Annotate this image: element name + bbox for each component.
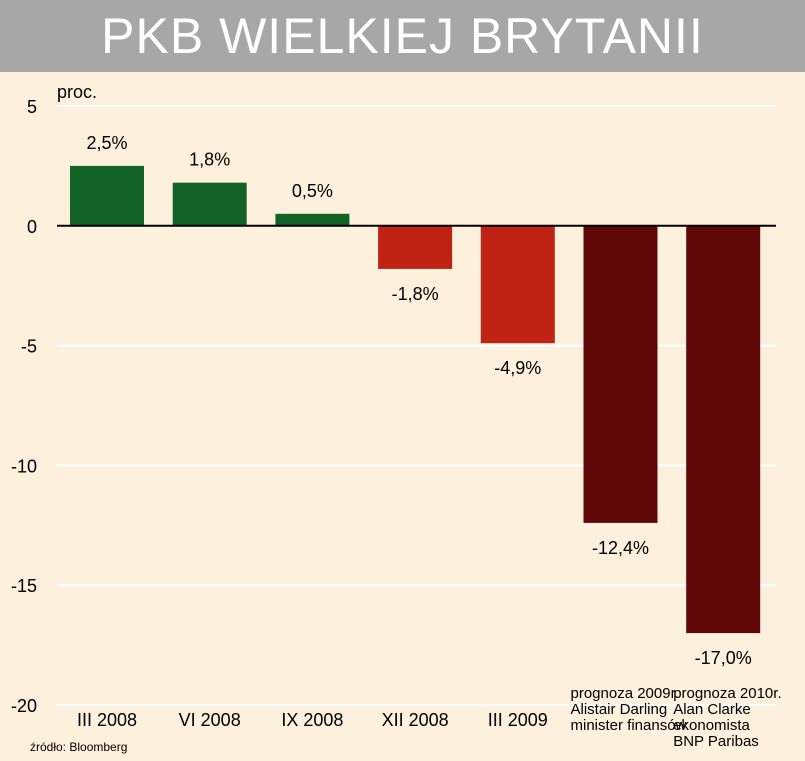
x-tick-label-line: BNP Paribas xyxy=(673,733,759,750)
x-tick-label-line: Alan Clarke xyxy=(673,701,751,718)
y-tick-label: -5 xyxy=(21,337,37,357)
x-tick-label: VI 2008 xyxy=(179,710,241,730)
bar xyxy=(583,225,658,523)
y-axis-unit-label: proc. xyxy=(57,82,97,102)
x-tick-label: III 2009 xyxy=(488,710,548,730)
y-tick-label: 0 xyxy=(27,217,37,237)
y-tick-label: -10 xyxy=(11,456,37,476)
bar xyxy=(70,165,144,226)
bar xyxy=(480,225,555,344)
x-tick-label-line: minister finansów xyxy=(571,717,687,734)
data-label: -17,0% xyxy=(695,648,752,668)
x-tick-label-line: ekonomista xyxy=(673,717,750,734)
bar xyxy=(172,182,247,226)
title-bar: PKB WIELKIEJ BRYTANII xyxy=(0,0,805,72)
data-label: -1,8% xyxy=(392,284,439,304)
data-label: 1,8% xyxy=(189,150,230,170)
bar xyxy=(686,225,761,634)
x-tick-label: prognoza 2009r. Alistair Darling minister … xyxy=(571,685,687,734)
x-tick-label: III 2008 xyxy=(77,710,137,730)
data-label: 0,5% xyxy=(292,181,333,201)
x-tick-label-line: Alistair Darling xyxy=(571,701,668,718)
x-tick-label-line: prognoza 2010r. xyxy=(673,685,781,702)
bar xyxy=(378,225,453,269)
y-tick-label: -15 xyxy=(11,576,37,596)
y-tick-label: -20 xyxy=(11,696,37,716)
source-note: źródło: Bloomberg xyxy=(30,740,128,754)
y-tick-label: 5 xyxy=(27,97,37,117)
data-label: 2,5% xyxy=(86,133,127,153)
chart-title: PKB WIELKIEJ BRYTANII xyxy=(101,8,704,64)
data-label: -4,9% xyxy=(494,358,541,378)
x-tick-label: XII 2008 xyxy=(382,710,449,730)
x-tick-label: prognoza 2010r. Alan Clarke ekonomista BNP … xyxy=(673,685,781,750)
data-label: -12,4% xyxy=(592,538,649,558)
x-tick-label: IX 2008 xyxy=(281,710,343,730)
x-tick-label-line: prognoza 2009r. xyxy=(571,685,679,702)
bar xyxy=(275,213,350,226)
